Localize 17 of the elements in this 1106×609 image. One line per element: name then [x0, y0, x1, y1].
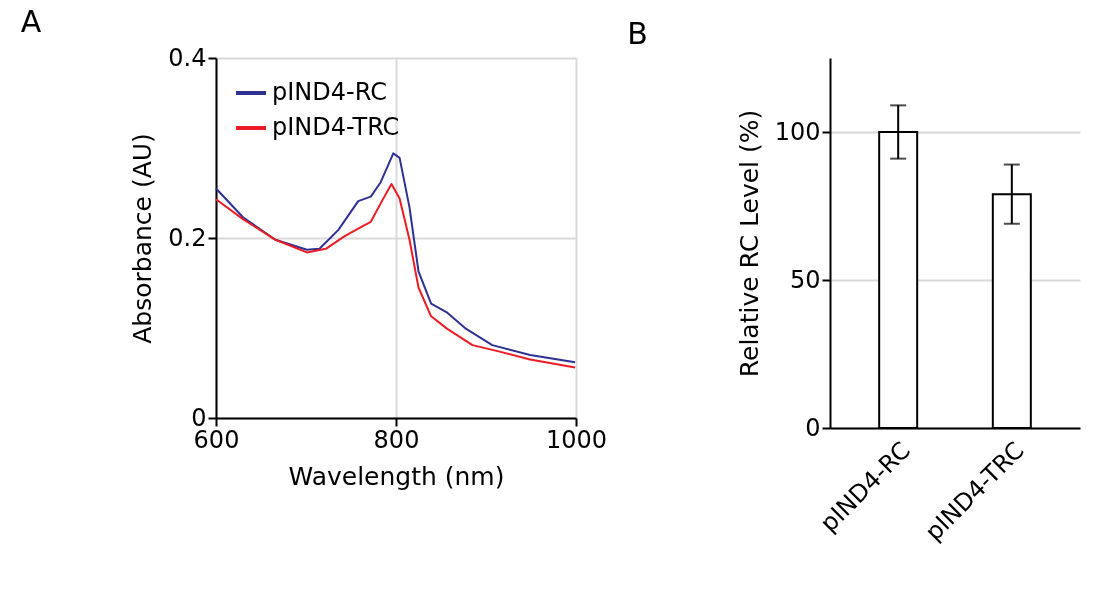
x-tick-label: 800 — [373, 425, 420, 454]
x-tick-label: 1000 — [545, 425, 608, 454]
legend-label: pIND4-RC — [272, 78, 387, 106]
text: A — [20, 4, 42, 39]
x-axis-title: Wavelength (nm) — [288, 461, 505, 491]
y-tick-label: 50 — [789, 265, 821, 294]
y-tick-label: 0.2 — [168, 223, 207, 252]
y-axis-title: Absorbance (AU) — [128, 133, 158, 344]
line-series — [215, 152, 577, 364]
legend-label: pIND4-TRC — [272, 113, 400, 141]
y-tick-label: 100 — [774, 117, 821, 146]
y-tick-label: 0.4 — [168, 43, 207, 72]
y-axis-title: Relative RC Level (%) — [734, 109, 764, 378]
y-tick-label: 0 — [805, 413, 821, 442]
text: B — [627, 16, 648, 51]
x-tick-label: 600 — [193, 425, 240, 454]
line-series — [215, 183, 577, 369]
